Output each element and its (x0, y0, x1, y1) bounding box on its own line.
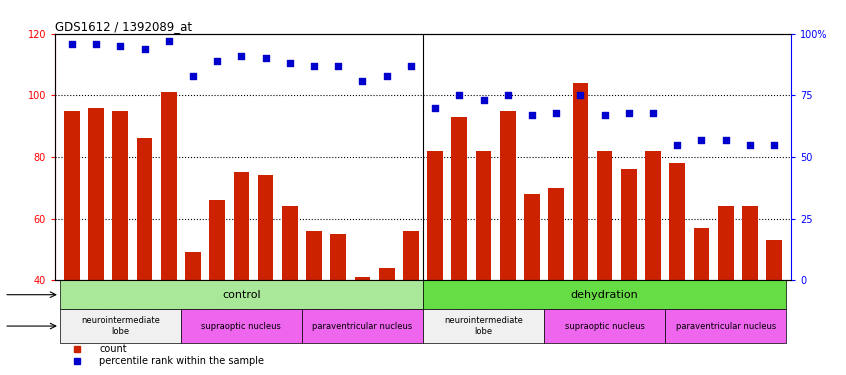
Point (549, 110, 563, 116)
Point (477, 97, 491, 103)
Bar (573, 83, 588, 280)
Point (307, 63, 321, 69)
Bar (452, 117, 467, 280)
Bar (258, 176, 273, 280)
Bar (423, 280, 786, 309)
Point (404, 63, 418, 69)
Bar (181, 309, 302, 343)
Bar (354, 277, 371, 280)
Point (259, 56, 272, 62)
Bar (544, 309, 665, 343)
Bar (113, 111, 129, 280)
Point (113, 43, 127, 49)
Bar (423, 309, 544, 343)
Bar (379, 268, 394, 280)
Text: neurointermediate
lobe: neurointermediate lobe (444, 316, 523, 336)
Point (283, 60, 297, 66)
Point (90, 40, 103, 46)
Point (743, 142, 756, 148)
Bar (621, 169, 637, 280)
Text: supraoptic nucleus: supraoptic nucleus (564, 321, 645, 330)
Bar (60, 309, 181, 343)
Bar (403, 231, 419, 280)
Point (767, 142, 781, 148)
Bar (306, 231, 322, 280)
Point (332, 63, 345, 69)
Point (380, 73, 393, 79)
Bar (209, 200, 225, 280)
Text: GDS1612 / 1392089_at: GDS1612 / 1392089_at (55, 20, 192, 33)
Bar (766, 240, 782, 280)
Bar (596, 151, 613, 280)
Bar (524, 194, 540, 280)
Bar (645, 151, 661, 280)
Point (453, 92, 466, 98)
Point (355, 78, 369, 84)
Point (719, 137, 733, 143)
Point (525, 112, 539, 118)
Point (186, 73, 200, 79)
Bar (185, 252, 201, 280)
Text: count: count (99, 344, 127, 354)
Bar (548, 188, 564, 280)
Point (501, 92, 514, 98)
Point (574, 92, 587, 98)
Bar (282, 206, 298, 280)
Text: percentile rank within the sample: percentile rank within the sample (99, 356, 264, 366)
Point (211, 58, 224, 64)
Bar (669, 163, 685, 280)
Bar (302, 309, 423, 343)
Text: supraoptic nucleus: supraoptic nucleus (201, 321, 282, 330)
Point (646, 110, 660, 116)
Text: neurointermediate
lobe: neurointermediate lobe (81, 316, 160, 336)
Bar (717, 206, 733, 280)
Bar (60, 280, 423, 309)
Text: paraventricular nucleus: paraventricular nucleus (312, 321, 413, 330)
Bar (137, 138, 152, 280)
Bar (694, 228, 709, 280)
Point (695, 137, 708, 143)
Bar (331, 234, 346, 280)
Text: control: control (222, 290, 261, 300)
Point (234, 53, 248, 59)
Bar (742, 206, 758, 280)
Text: dehydration: dehydration (571, 290, 639, 300)
Bar (161, 92, 177, 280)
Point (162, 38, 176, 44)
Point (428, 105, 442, 111)
Point (670, 142, 684, 148)
Text: paraventricular nucleus: paraventricular nucleus (675, 321, 776, 330)
Point (138, 45, 151, 51)
Bar (64, 111, 80, 280)
Point (598, 112, 612, 118)
Bar (88, 108, 104, 280)
Bar (665, 309, 786, 343)
Bar (427, 151, 443, 280)
Bar (233, 172, 250, 280)
Bar (475, 151, 492, 280)
Point (65, 40, 79, 46)
Bar (500, 111, 515, 280)
Point (622, 110, 635, 116)
